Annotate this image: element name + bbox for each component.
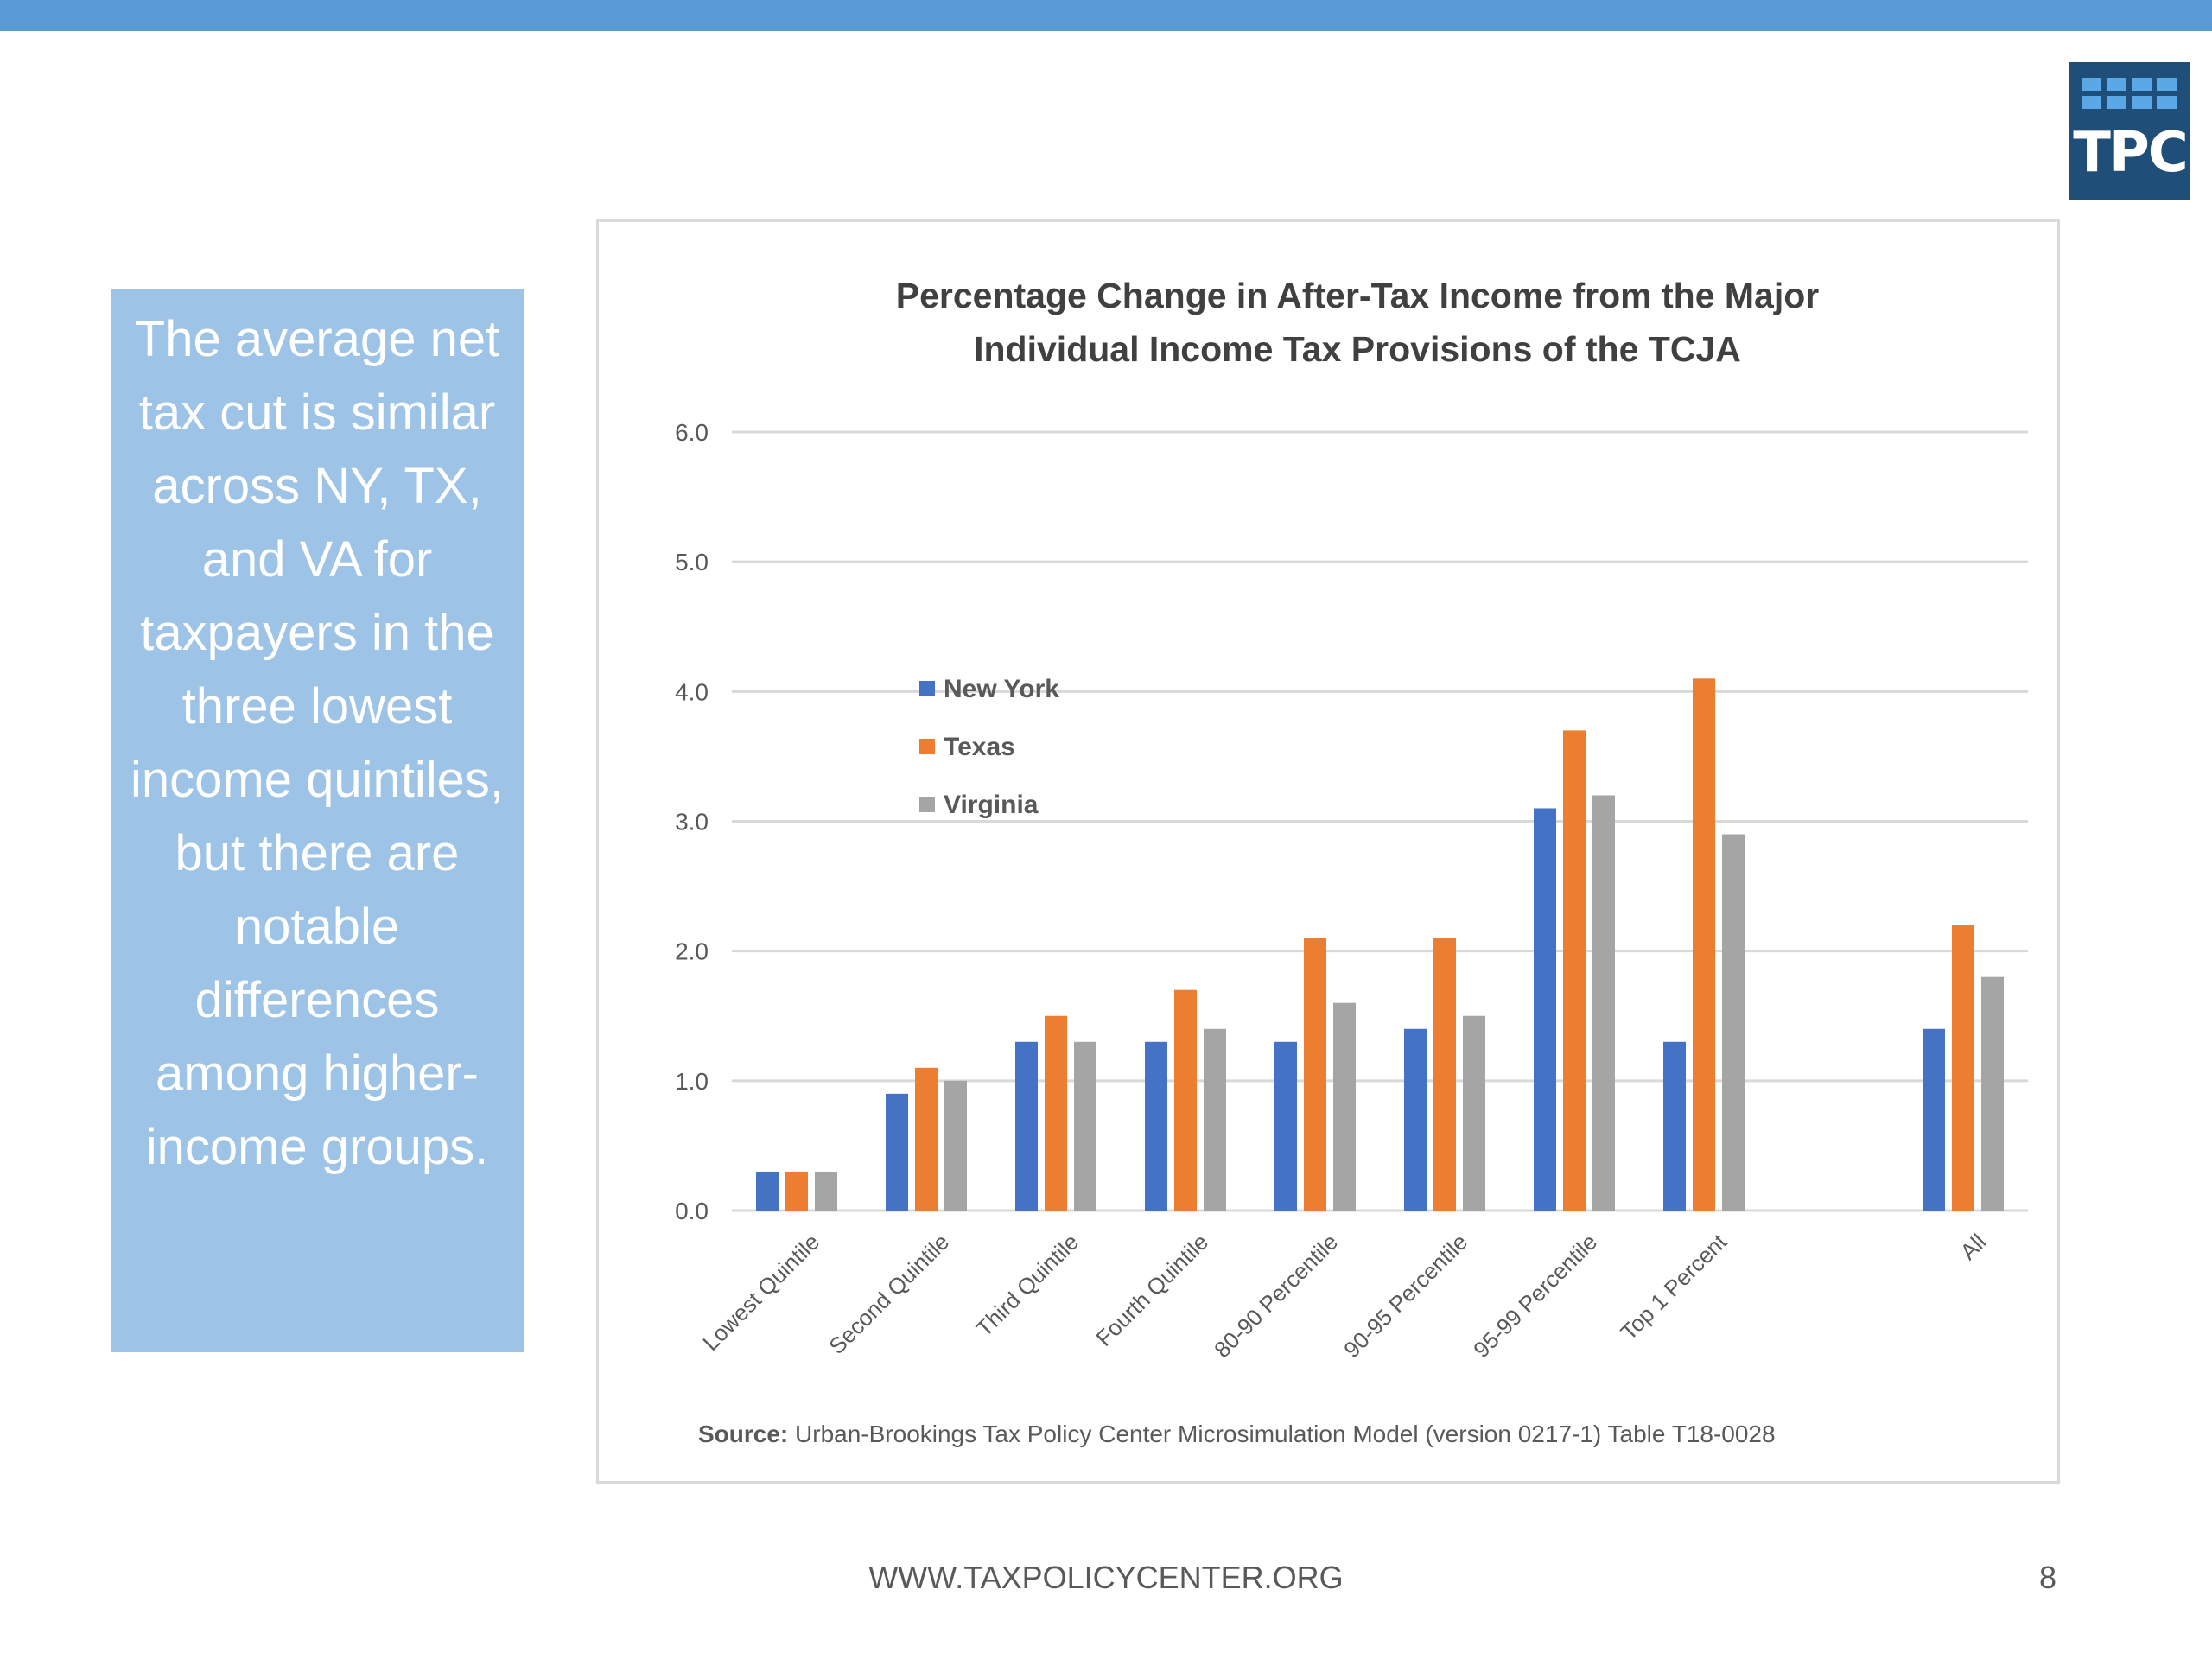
bar [1981, 976, 2004, 1211]
bar [1923, 1028, 1945, 1211]
bar [1074, 1041, 1096, 1211]
bar [1145, 1041, 1167, 1211]
logo-grid-icon [2082, 78, 2177, 109]
legend-label: New York [944, 675, 1059, 703]
bar [1045, 1015, 1067, 1211]
bar [1204, 1028, 1226, 1211]
bar [1592, 795, 1615, 1211]
bar [944, 1080, 967, 1211]
x-tick-label: Top 1 Percent [1616, 1228, 1732, 1344]
callout-box: The average net tax cut is similar acros… [111, 289, 524, 1352]
y-tick-label: 4.0 [675, 678, 709, 705]
x-tick-label: Fourth Quintile [1090, 1229, 1213, 1351]
tpc-logo: TPC [2069, 62, 2190, 200]
x-tick-label: 95-99 Percentile [1468, 1229, 1602, 1363]
bar [1015, 1041, 1038, 1211]
chart-title-line: Individual Income Tax Provisions of the … [974, 329, 1741, 369]
bar [1304, 938, 1326, 1211]
source-label: Source: [698, 1421, 788, 1447]
bar-chart: Percentage Change in After-Tax Income fr… [675, 276, 2028, 1447]
legend-swatch [919, 797, 935, 812]
source-note: Source: Urban-Brookings Tax Policy Cente… [698, 1421, 1776, 1447]
y-tick-label: 0.0 [675, 1198, 709, 1224]
logo-text: TPC [2073, 121, 2189, 185]
legend-label: Virginia [944, 791, 1039, 819]
bar [1952, 925, 1974, 1211]
callout-text: The average net tax cut is similar acros… [130, 311, 504, 1175]
y-tick-label: 1.0 [675, 1068, 709, 1095]
y-tick-label: 5.0 [675, 549, 709, 575]
x-tick-label: Third Quintile [971, 1229, 1084, 1342]
chart-frame [596, 219, 2060, 1484]
bar [1722, 834, 1745, 1211]
bar [1433, 938, 1456, 1211]
bar [815, 1171, 837, 1211]
bar [1563, 730, 1586, 1211]
chart-title-line: Percentage Change in After-Tax Income fr… [896, 276, 1820, 315]
x-tick-label: 90-95 Percentile [1338, 1229, 1472, 1363]
y-tick-label: 2.0 [675, 938, 709, 965]
bar [1693, 678, 1715, 1211]
bar [1534, 808, 1556, 1211]
legend-swatch [919, 681, 935, 696]
bar [1174, 989, 1197, 1211]
footer-url: WWW.TAXPOLICYCENTER.ORG [868, 1560, 1344, 1595]
bar [1463, 1015, 1485, 1211]
bar [1404, 1028, 1427, 1211]
x-tick-label: All [1955, 1229, 1992, 1265]
bar [756, 1171, 779, 1211]
bar [1274, 1041, 1297, 1211]
y-tick-label: 6.0 [675, 419, 709, 446]
legend-label: Texas [944, 733, 1015, 761]
y-tick-label: 3.0 [675, 809, 709, 836]
bar [915, 1067, 938, 1211]
x-tick-label: Second Quintile [823, 1229, 954, 1359]
legend-swatch [919, 739, 935, 754]
page-number: 8 [2038, 1560, 2056, 1595]
x-tick-label: 80-90 Percentile [1209, 1229, 1343, 1363]
x-tick-label: Lowest Quintile [697, 1229, 824, 1356]
source-text: Urban-Brookings Tax Policy Center Micros… [788, 1421, 1775, 1447]
bar [886, 1093, 908, 1211]
top-accent-bar [0, 0, 2212, 31]
bar [1333, 1002, 1356, 1211]
bar [785, 1171, 808, 1211]
bar [1663, 1041, 1686, 1211]
